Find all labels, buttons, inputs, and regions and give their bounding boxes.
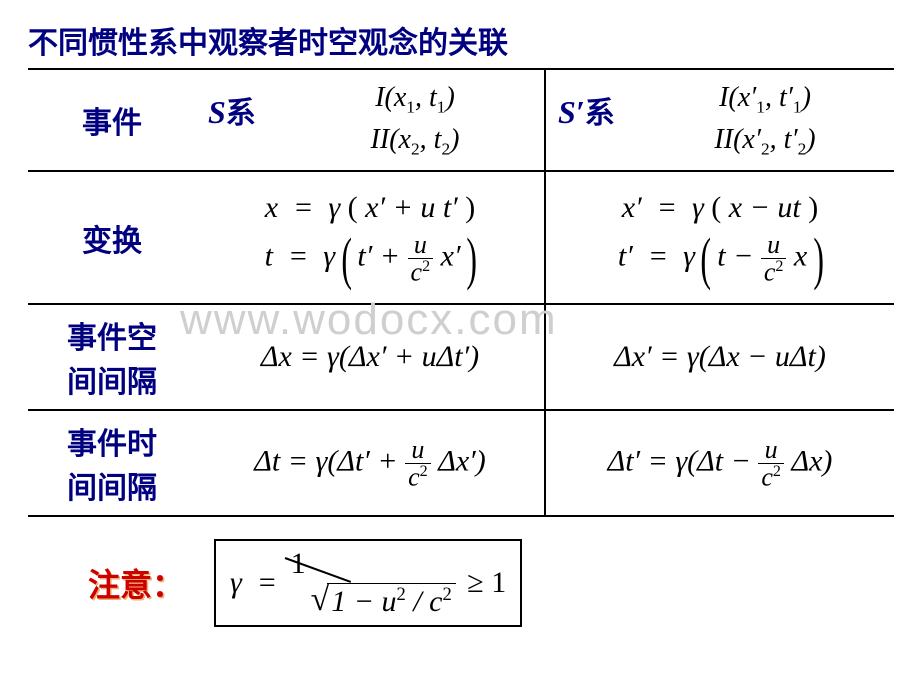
gamma-denominator: √ 1 − u2 / c2 xyxy=(289,581,456,619)
time-label-l2: 间间隔 xyxy=(32,463,192,507)
s-time-frac-den: c2 xyxy=(405,464,431,491)
transform-row: 变换 x = γ ( x′ + u t′ ) t = γ ( t′ + uc2 … xyxy=(28,171,894,305)
sp-t-frac-num: u xyxy=(761,232,787,259)
time-interval-row: 事件时 间间隔 Δt = γ(Δt′ + uc2 Δx′) Δt′ = γ(Δt… xyxy=(28,410,894,516)
sp-transform: x′ = γ ( x − ut ) t′ = γ ( t − uc2 x ) xyxy=(545,171,894,305)
space-interval-row: 事件空 间间隔 Δx = γ(Δx′ + uΔt′) Δx′ = γ(Δx − … xyxy=(28,304,894,410)
footer-row: 注意： γ = 1 √ 1 − u2 / c2 ≥ 1 xyxy=(28,539,892,627)
gamma-eq-pre: γ = xyxy=(230,566,285,600)
sp-transform-t: t′ = γ ( t − uc2 x ) xyxy=(550,232,890,286)
relativity-table: 事件 S系 I(x1, t1) II(x2, t2) S′系 I(x′1, t′… xyxy=(28,68,894,517)
sp-event-1: I(x′1, t′1) xyxy=(640,78,890,120)
s-frame-header: S系 I(x1, t1) II(x2, t2) xyxy=(196,69,545,171)
s-event-1: I(x1, t1) xyxy=(290,78,540,120)
s-time-frac-num: u xyxy=(405,437,431,464)
space-label-l2: 间间隔 xyxy=(32,357,192,401)
gamma-fraction: 1 √ 1 − u2 / c2 xyxy=(289,547,456,619)
sp-transform-x: x′ = γ ( x − ut ) xyxy=(550,190,890,226)
s-time-interval: Δt = γ(Δt′ + uc2 Δx′) xyxy=(196,410,545,516)
space-label-l1: 事件空 xyxy=(32,313,192,357)
s-event-2: II(x2, t2) xyxy=(290,120,540,162)
sp-time-frac-num: u xyxy=(758,437,784,464)
gamma-definition-box: γ = 1 √ 1 − u2 / c2 ≥ 1 xyxy=(214,539,522,627)
s-t-frac-den: c2 xyxy=(408,259,434,286)
sp-space-interval: Δx′ = γ(Δx − uΔt) xyxy=(545,304,894,410)
sqrt-expression: √ 1 − u2 / c2 xyxy=(311,581,456,619)
header-row: 事件 S系 I(x1, t1) II(x2, t2) S′系 I(x′1, t′… xyxy=(28,69,894,171)
page-title: 不同惯性系中观察者时空观念的关联 xyxy=(28,18,892,68)
sp-time-interval: Δt′ = γ(Δt − uc2 Δx) xyxy=(545,410,894,516)
sp-t-frac-den: c2 xyxy=(761,259,787,286)
sp-frame-label: S′系 xyxy=(558,88,615,132)
sp-event-2: II(x′2, t′2) xyxy=(640,120,890,162)
sqrt-body: 1 − u2 / c2 xyxy=(327,583,456,619)
event-label: 事件 xyxy=(28,69,196,171)
sp-frame-header: S′系 I(x′1, t′1) II(x′2, t′2) xyxy=(545,69,894,171)
sp-symbol: S′ xyxy=(558,94,585,130)
time-interval-label: 事件时 间间隔 xyxy=(28,410,196,516)
s-space-interval: Δx = γ(Δx′ + uΔt′) xyxy=(196,304,545,410)
s-frame-label: S系 xyxy=(208,88,256,132)
time-label-l1: 事件时 xyxy=(32,419,192,463)
s-transform-x: x = γ ( x′ + u t′ ) xyxy=(200,190,540,226)
sp-time-frac-den: c2 xyxy=(758,464,784,491)
note-label: 注意： xyxy=(88,560,184,606)
s-transform: x = γ ( x′ + u t′ ) t = γ ( t′ + uc2 x′ … xyxy=(196,171,545,305)
transform-label: 变换 xyxy=(28,171,196,305)
gamma-ge-one: ≥ 1 xyxy=(460,566,506,600)
s-symbol: S xyxy=(208,94,226,130)
sp-frame-cn: 系 xyxy=(585,97,615,130)
s-frame-cn: 系 xyxy=(226,97,256,130)
s-t-frac-num: u xyxy=(408,232,434,259)
s-transform-t: t = γ ( t′ + uc2 x′ ) xyxy=(200,232,540,286)
space-interval-label: 事件空 间间隔 xyxy=(28,304,196,410)
